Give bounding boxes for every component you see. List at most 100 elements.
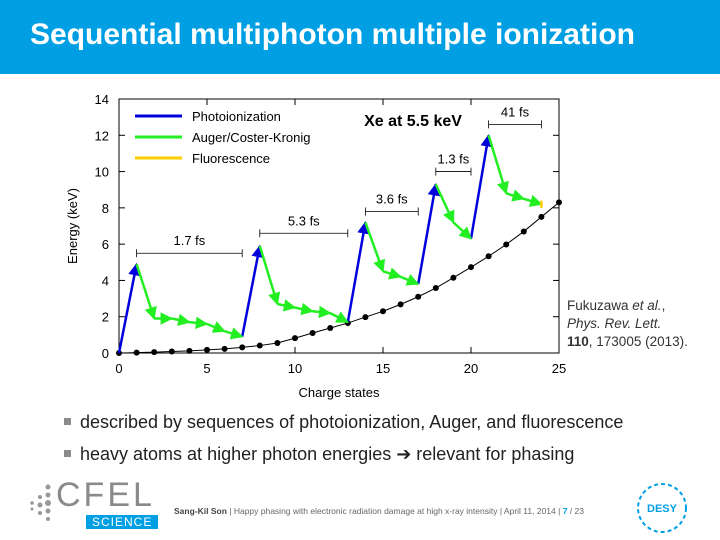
ground-energy-point — [415, 293, 422, 300]
y-tick-label: 10 — [95, 165, 109, 180]
auger-arrow — [400, 273, 420, 286]
auger-arrow — [434, 183, 455, 224]
photoionization-arrow — [346, 221, 370, 323]
lifetime-label: 1.3 fs — [438, 152, 470, 167]
y-axis-label: Energy (keV) — [65, 188, 80, 264]
photoionization-arrow — [469, 134, 493, 239]
citation-volume: 110 — [567, 334, 589, 349]
auger-arrow — [294, 302, 314, 316]
citation-journal: Phys. Rev. Lett. — [567, 316, 662, 331]
ground-energy-point — [168, 348, 175, 355]
bullet-item: described by sequences of photoionizatio… — [62, 411, 623, 443]
footer-author: Sang-Kil Son — [174, 506, 227, 516]
ground-energy-point — [380, 308, 386, 315]
ground-energy-point — [503, 241, 510, 248]
title-bar: Sequential multiphoton multiple ionizati… — [0, 0, 720, 74]
desy-logo-text: DESY — [647, 503, 678, 515]
x-tick-label: 15 — [376, 361, 390, 376]
lifetime-label: 5.3 fs — [288, 213, 320, 228]
citation-author: Fukuzawa — [567, 298, 633, 313]
ground-energy-point — [327, 324, 334, 331]
citation-etal: et al. — [632, 298, 662, 313]
y-tick-label: 6 — [102, 237, 109, 252]
auger-arrow — [224, 327, 244, 340]
bullet-text: heavy atoms at higher photon energies ➔ … — [80, 444, 575, 464]
x-tick-label: 20 — [464, 361, 478, 376]
auger-arrow — [382, 267, 402, 280]
auger-arrow — [135, 263, 157, 320]
bullet-text: described by sequences of photoionizatio… — [80, 412, 624, 432]
auger-arrow — [189, 316, 209, 330]
auger-arrow — [171, 313, 191, 327]
y-tick-label: 12 — [95, 128, 109, 143]
x-tick-label: 10 — [288, 361, 302, 376]
auger-arrow — [312, 305, 332, 319]
bullet-item: heavy atoms at higher photon energies ➔ … — [62, 443, 623, 475]
ground-energy-point — [133, 349, 140, 356]
ground-energy-point — [239, 344, 246, 351]
ground-energy-point — [151, 349, 158, 356]
bullet-list: described by sequences of photoionizatio… — [62, 411, 623, 475]
photoionization-arrow — [416, 183, 441, 285]
auger-arrow — [523, 194, 543, 207]
x-tick-label: 25 — [552, 361, 566, 376]
ground-energy-point — [520, 228, 527, 235]
auger-arrow — [364, 221, 386, 273]
ground-energy-point — [292, 335, 298, 342]
auger-arrow — [258, 245, 281, 306]
ground-energy-point — [309, 330, 316, 337]
y-tick-label: 14 — [95, 92, 109, 107]
cfel-science-badge: SCIENCE — [86, 515, 159, 529]
y-tick-label: 2 — [102, 310, 109, 325]
citation-page: , 173005 (2013). — [588, 334, 688, 349]
ground-energy-point — [468, 264, 474, 271]
cfel-dots-icon — [30, 484, 51, 521]
footer-total: / 23 — [567, 506, 584, 516]
ground-energy-line — [118, 202, 560, 354]
cfel-logo-text: CFEL — [56, 476, 155, 514]
y-tick-label: 8 — [102, 201, 109, 216]
ground-energy-point — [186, 347, 193, 354]
y-tick-label: 4 — [102, 273, 109, 288]
bullet-square-icon — [64, 450, 71, 457]
lifetime-label: 41 fs — [501, 104, 530, 119]
auger-arrow — [487, 134, 509, 195]
x-axis-label: Charge states — [299, 385, 380, 400]
ground-energy-point — [397, 301, 404, 308]
ground-energy-point — [556, 199, 562, 206]
legend-label: Auger/Coster-Kronig — [192, 130, 311, 145]
photoionization-arrow — [117, 262, 141, 354]
ground-energy-point — [485, 253, 492, 260]
bullet-square-icon — [64, 418, 71, 425]
legend-label: Photoionization — [192, 109, 281, 124]
footer-text: Sang-Kil Son | Happy phasing with electr… — [174, 506, 584, 516]
lifetime-label: 1.7 fs — [174, 233, 206, 248]
auger-arrow — [206, 321, 226, 333]
ground-energy-point — [221, 345, 228, 352]
ground-energy-point — [204, 346, 210, 353]
lifetime-label: 3.6 fs — [376, 191, 408, 206]
citation: Fukuzawa et al., Phys. Rev. Lett. 110, 1… — [567, 297, 688, 351]
photoionization-arrow — [240, 244, 264, 337]
ground-energy-point — [450, 274, 457, 281]
y-tick-label: 0 — [102, 346, 109, 361]
desy-logo: DESY — [637, 483, 687, 533]
slide-title: Sequential multiphoton multiple ionizati… — [30, 18, 635, 51]
ground-energy-point — [256, 342, 263, 349]
ground-energy-point — [274, 340, 281, 347]
auger-arrow — [277, 299, 297, 312]
legend-label: Fluorescence — [192, 151, 270, 166]
footer-talk: | Happy phasing with electronic radiatio… — [226, 506, 563, 516]
ground-energy-point — [362, 314, 369, 321]
ground-energy-point — [432, 285, 439, 292]
footer-page: 7 — [562, 506, 568, 516]
auger-arrow — [505, 189, 525, 202]
ground-energy-point — [538, 213, 545, 220]
x-tick-label: 0 — [115, 361, 122, 376]
x-tick-label: 5 — [203, 361, 210, 376]
chart-title: Xe at 5.5 keV — [364, 113, 462, 130]
auger-arrow — [452, 221, 472, 240]
plot-frame — [118, 98, 560, 354]
citation-comma: , — [661, 298, 666, 313]
